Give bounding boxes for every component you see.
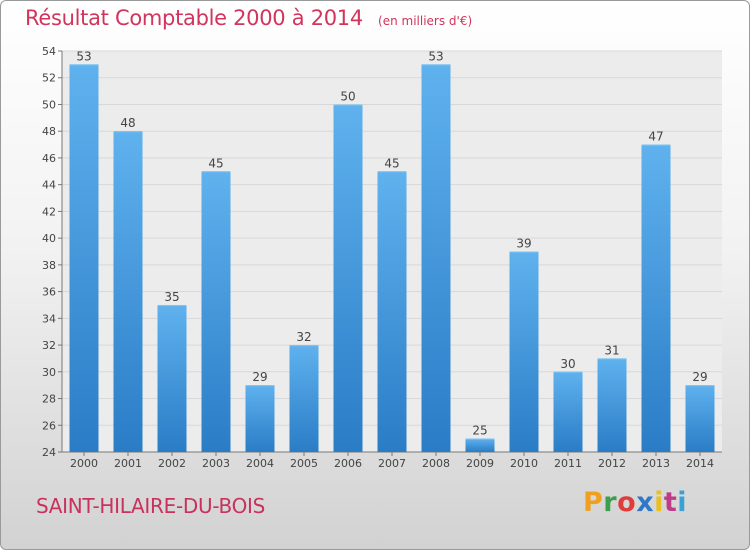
- bar-2012: [597, 358, 627, 452]
- x-tick-label-2011: 2011: [554, 457, 582, 470]
- y-tick-label: 30: [42, 366, 56, 379]
- logo-letter: o: [617, 487, 637, 518]
- bar-2006: [333, 104, 363, 452]
- x-tick-label-2000: 2000: [70, 457, 98, 470]
- bar-2000: [69, 64, 99, 452]
- x-tick-label-2004: 2004: [246, 457, 274, 470]
- value-label-2011: 30: [560, 357, 575, 371]
- y-tick-label: 44: [42, 179, 56, 192]
- y-tick-label: 36: [42, 286, 56, 299]
- value-label-2012: 31: [604, 343, 619, 357]
- place-name: SAINT-HILAIRE-DU-BOIS: [36, 494, 266, 518]
- bar-2008: [421, 64, 451, 452]
- y-tick-label: 32: [42, 339, 56, 352]
- logo-letter: i: [677, 487, 688, 518]
- bar-2013: [641, 144, 671, 453]
- x-tick-label-2008: 2008: [422, 457, 450, 470]
- logo-letter: x: [636, 487, 655, 518]
- x-tick-label-2006: 2006: [334, 457, 362, 470]
- x-tick-label-2003: 2003: [202, 457, 230, 470]
- value-label-2004: 29: [252, 370, 267, 384]
- bar-2004: [245, 385, 275, 452]
- value-label-2007: 45: [384, 156, 399, 170]
- x-tick-label-2010: 2010: [510, 457, 538, 470]
- proxiti-logo: Proxiti: [583, 487, 687, 518]
- y-tick-label: 28: [42, 393, 56, 406]
- x-tick-label-2002: 2002: [158, 457, 186, 470]
- value-label-2013: 47: [648, 130, 663, 144]
- value-label-2003: 45: [208, 156, 223, 170]
- chart-title: Résultat Comptable 2000 à 2014: [25, 6, 363, 30]
- y-tick-label: 40: [42, 232, 56, 245]
- bar-2003: [201, 171, 231, 453]
- bar-2009: [465, 438, 495, 452]
- value-label-2000: 53: [76, 49, 91, 63]
- logo-letter: i: [654, 487, 664, 518]
- bar-2002: [157, 304, 187, 452]
- x-tick-label-2001: 2001: [114, 457, 142, 470]
- y-tick-label: 50: [42, 98, 56, 111]
- y-tick-label: 38: [42, 259, 56, 272]
- title-row: Résultat Comptable 2000 à 2014 (en milli…: [25, 6, 472, 30]
- y-tick-label: 52: [42, 72, 56, 85]
- y-tick-label: 26: [42, 419, 56, 432]
- y-tick-label: 46: [42, 152, 56, 165]
- value-label-2006: 50: [340, 89, 355, 103]
- bar-2005: [289, 345, 319, 452]
- value-label-2010: 39: [516, 237, 531, 251]
- logo-letter: r: [603, 487, 618, 518]
- logo-letter: P: [583, 487, 604, 518]
- x-tick-label-2007: 2007: [378, 457, 406, 470]
- bar-2010: [509, 251, 539, 452]
- x-tick-label-2014: 2014: [686, 457, 714, 470]
- bar-2014: [685, 385, 715, 452]
- value-label-2008: 53: [428, 49, 443, 63]
- x-tick-label-2013: 2013: [642, 457, 670, 470]
- bar-2007: [377, 171, 407, 453]
- chart-subtitle: (en milliers d'€): [378, 14, 473, 28]
- x-tick-label-2005: 2005: [290, 457, 318, 470]
- logo-letter: t: [663, 487, 678, 518]
- labels: 24 26 28 30 32 34 36 38 40 42 44 46 48 50 52 54 53 2000 48…: [42, 45, 714, 470]
- x-tick-label-2012: 2012: [598, 457, 626, 470]
- y-tick-label: 24: [42, 446, 56, 459]
- bar-2011: [553, 371, 583, 452]
- value-label-2005: 32: [296, 330, 311, 344]
- x-tick-label-2009: 2009: [466, 457, 494, 470]
- y-tick-label: 48: [42, 125, 56, 138]
- value-label-2009: 25: [472, 424, 487, 438]
- y-tick-label: 34: [42, 312, 56, 325]
- bars: [69, 64, 715, 453]
- y-tick-label: 54: [42, 45, 56, 58]
- value-label-2002: 35: [164, 290, 179, 304]
- value-label-2001: 48: [120, 116, 135, 130]
- value-label-2014: 29: [692, 370, 707, 384]
- bar-2001: [113, 131, 143, 452]
- y-tick-label: 42: [42, 205, 56, 218]
